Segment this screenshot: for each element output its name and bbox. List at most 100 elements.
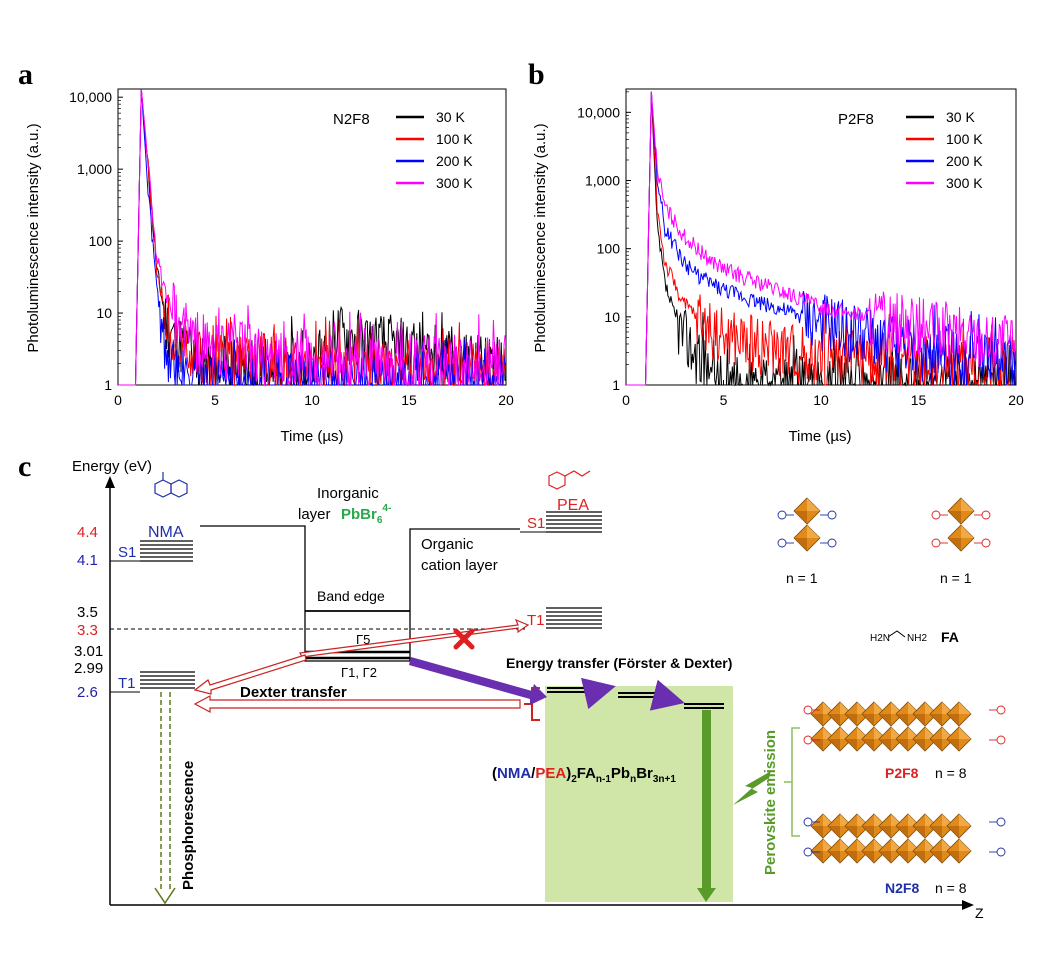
structures: n = 1 n = 1 H2N NH2 FA P2F8 n = 8 N2F8 n… (777, 497, 1006, 896)
octahedron-face (811, 714, 823, 726)
inorganic-label-1: Inorganic (317, 485, 379, 502)
octahedron-face (862, 714, 874, 726)
octahedron-face (845, 826, 857, 838)
chart-b-title: P2F8 (838, 111, 874, 128)
chart-a-series (118, 88, 506, 387)
gamma12-label: Γ1, Γ2 (341, 665, 377, 680)
fa-bond (887, 630, 906, 638)
octahedron-face (879, 714, 891, 726)
p2f8-structure (803, 701, 1006, 752)
energy-axis-arrow-icon (105, 476, 115, 488)
inorganic-label-2: layer (298, 506, 331, 523)
chart-b-ticks: 0 5 10 15 20 1 10 100 1,000 10,000 (577, 91, 1024, 408)
nma-molecule-icon (154, 472, 188, 498)
panel-label-a: a (18, 58, 33, 91)
blocked-transfer-cross-icon (453, 628, 475, 650)
chart-a-ylabel: Photoluminescence intensity (a.u.) (25, 123, 42, 352)
fa-formula-right: NH2 (907, 633, 927, 644)
x-tick-label: 15 (401, 392, 417, 408)
panel-label-c: c (18, 450, 31, 483)
perovskite-formula: (NMA/PEA)2FAn-1PbnBr3n+1 (492, 765, 676, 785)
ligand-ring-icon (803, 817, 813, 827)
ligand-ring-icon (996, 817, 1006, 827)
ligand-ring-icon (777, 538, 787, 548)
octahedron-face (959, 702, 971, 714)
cascade-arrow-2-icon (649, 679, 685, 711)
energy-axis-label: Energy (eV) (72, 458, 152, 475)
y-tick-label: 10,000 (69, 89, 112, 105)
x-tick-label: 20 (498, 392, 514, 408)
n1-left-label: n = 1 (786, 570, 818, 586)
lightning-icon (733, 771, 771, 805)
chart-b-ylabel: Photoluminescence intensity (a.u.) (532, 123, 549, 352)
octahedron-face (879, 826, 891, 838)
series-line-300k (118, 88, 506, 387)
y-tick-label: 1 (612, 377, 620, 393)
octahedron-face (913, 851, 925, 863)
pea-label: PEA (557, 497, 589, 514)
nma-t1-levels (140, 671, 195, 689)
octahedron-face (959, 839, 971, 851)
p2f8-n-label: n = 8 (935, 765, 967, 781)
octahedron-face (896, 714, 908, 726)
octahedron-face (896, 851, 908, 863)
n1-right-label: n = 1 (940, 570, 972, 586)
octahedron-face (862, 739, 874, 751)
y-tick-label: 1 (104, 377, 112, 393)
organic-label-1: Organic (421, 536, 474, 553)
n1-pea-structure (931, 497, 991, 552)
nma-s1-levels (140, 540, 193, 562)
octahedron-face (947, 826, 959, 838)
energy-diagram: Energy (eV) Z 4.4 4.1 3.5 3.3 3.01 2.99 … (72, 458, 984, 921)
octahedron-face (807, 525, 820, 538)
octahedron-face (845, 851, 857, 863)
perovskite-emission-label: Perovskite emission (762, 730, 779, 875)
chart-a: 0 5 10 15 20 1 10 100 1,000 10,000 Time (µs) Phot… (25, 88, 514, 445)
n1-nma-structure (777, 497, 837, 552)
octahedron-face (862, 851, 874, 863)
nma-s1-label: S1 (118, 544, 136, 561)
chart-b-series (626, 91, 1016, 387)
octahedron-face (807, 498, 820, 511)
band-edge-label: Band edge (317, 588, 385, 604)
emission-bracket (784, 727, 800, 837)
pea-molecule-icon (548, 470, 591, 490)
octahedron-face (948, 511, 961, 524)
emission-arrow-head-icon (697, 888, 716, 902)
ligand-ring-icon (931, 510, 941, 520)
x-tick-label: 15 (911, 392, 927, 408)
dexter-transfer-arrow-icon (193, 695, 521, 713)
octahedron-face (947, 739, 959, 751)
ligand-ring-icon (931, 538, 941, 548)
pbbr-label: PbBr64- (341, 503, 391, 526)
ligand-ring-icon (981, 538, 991, 548)
octahedron-face (811, 826, 823, 838)
x-tick-label: 0 (622, 392, 630, 408)
octahedron-face (896, 826, 908, 838)
x-tick-label: 10 (304, 392, 320, 408)
octahedron-face (913, 826, 925, 838)
z-axis-label: Z (975, 905, 984, 921)
pea-t1-label: T1 (527, 612, 545, 629)
n2f8-n-label: n = 8 (935, 880, 967, 896)
level-4-1: 4.1 (77, 552, 98, 569)
ligand-ring-icon (981, 510, 991, 520)
perovskite-bracket (524, 687, 540, 721)
octahedron-face (959, 727, 971, 739)
phosphorescence-label: Phosphorescence (180, 761, 197, 890)
ligand-ring-icon (996, 735, 1006, 745)
octahedron-face (947, 851, 959, 863)
ligand-ring-icon (827, 538, 837, 548)
pea-s1-levels (546, 511, 602, 533)
octahedron-face (794, 511, 807, 524)
ligand-ring-icon (803, 847, 813, 857)
octahedron-face (913, 739, 925, 751)
fa-label: FA (941, 629, 959, 645)
n2f8-label: N2F8 (885, 880, 919, 896)
chart-b: 0 5 10 15 20 1 10 100 1,000 10,000 Time (µs) Phot… (532, 88, 1024, 445)
arrow-to-nma-t1-icon (193, 654, 307, 695)
chart-a-title: N2F8 (333, 111, 370, 128)
phosphorescence-arrow-icon (154, 692, 176, 905)
x-tick-label: 10 (813, 392, 829, 408)
